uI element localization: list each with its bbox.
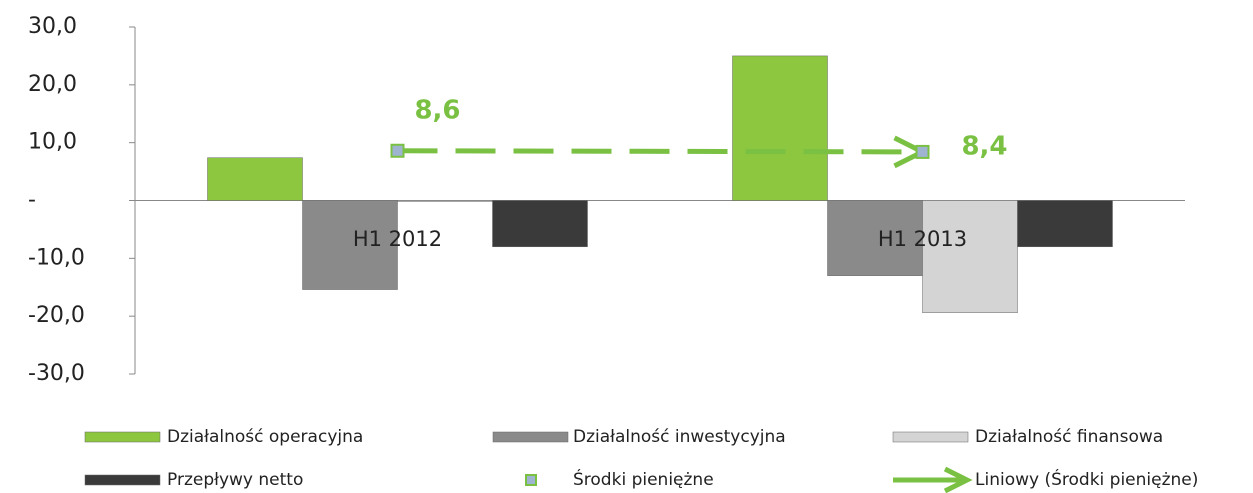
legend-swatch [84, 431, 161, 443]
bar [207, 157, 303, 201]
bar [302, 200, 398, 290]
legend-swatch [492, 431, 569, 443]
bar [492, 200, 588, 248]
bar [397, 200, 493, 202]
marker [390, 143, 405, 158]
legend-swatch [525, 474, 537, 486]
legend-swatch [84, 474, 161, 486]
legend-label: Liniowy (Środki pieniężne) [975, 468, 1198, 490]
y-tick-label: -30,0 [28, 361, 85, 386]
y-tick-label: 20,0 [28, 72, 77, 97]
bar [827, 200, 923, 276]
bar [1017, 200, 1113, 248]
x-tick-label: H1 2012 [353, 227, 442, 251]
legend-label: Przepływy netto [167, 470, 303, 490]
data-label: 8,4 [961, 131, 1007, 161]
legend-label: Działalność operacyjna [167, 427, 363, 447]
legend-swatch [892, 431, 969, 443]
bar [732, 55, 828, 201]
legend-label: Działalność inwestycyjna [573, 427, 786, 447]
data-label: 8,6 [414, 95, 460, 125]
y-tick-label: 30,0 [28, 14, 77, 39]
bar [922, 200, 1018, 313]
marker [915, 144, 930, 159]
y-tick-label: -10,0 [28, 245, 85, 270]
legend-label: Środki pieniężne [573, 468, 714, 490]
y-tick-label: -20,0 [28, 303, 85, 328]
legend-swatch [943, 466, 973, 493]
y-tick-label: 10,0 [28, 130, 77, 155]
y-tick-label: - [28, 188, 36, 213]
trend-line [397, 148, 923, 155]
legend-label: Działalność finansowa [975, 427, 1163, 447]
x-tick-label: H1 2013 [878, 227, 967, 251]
